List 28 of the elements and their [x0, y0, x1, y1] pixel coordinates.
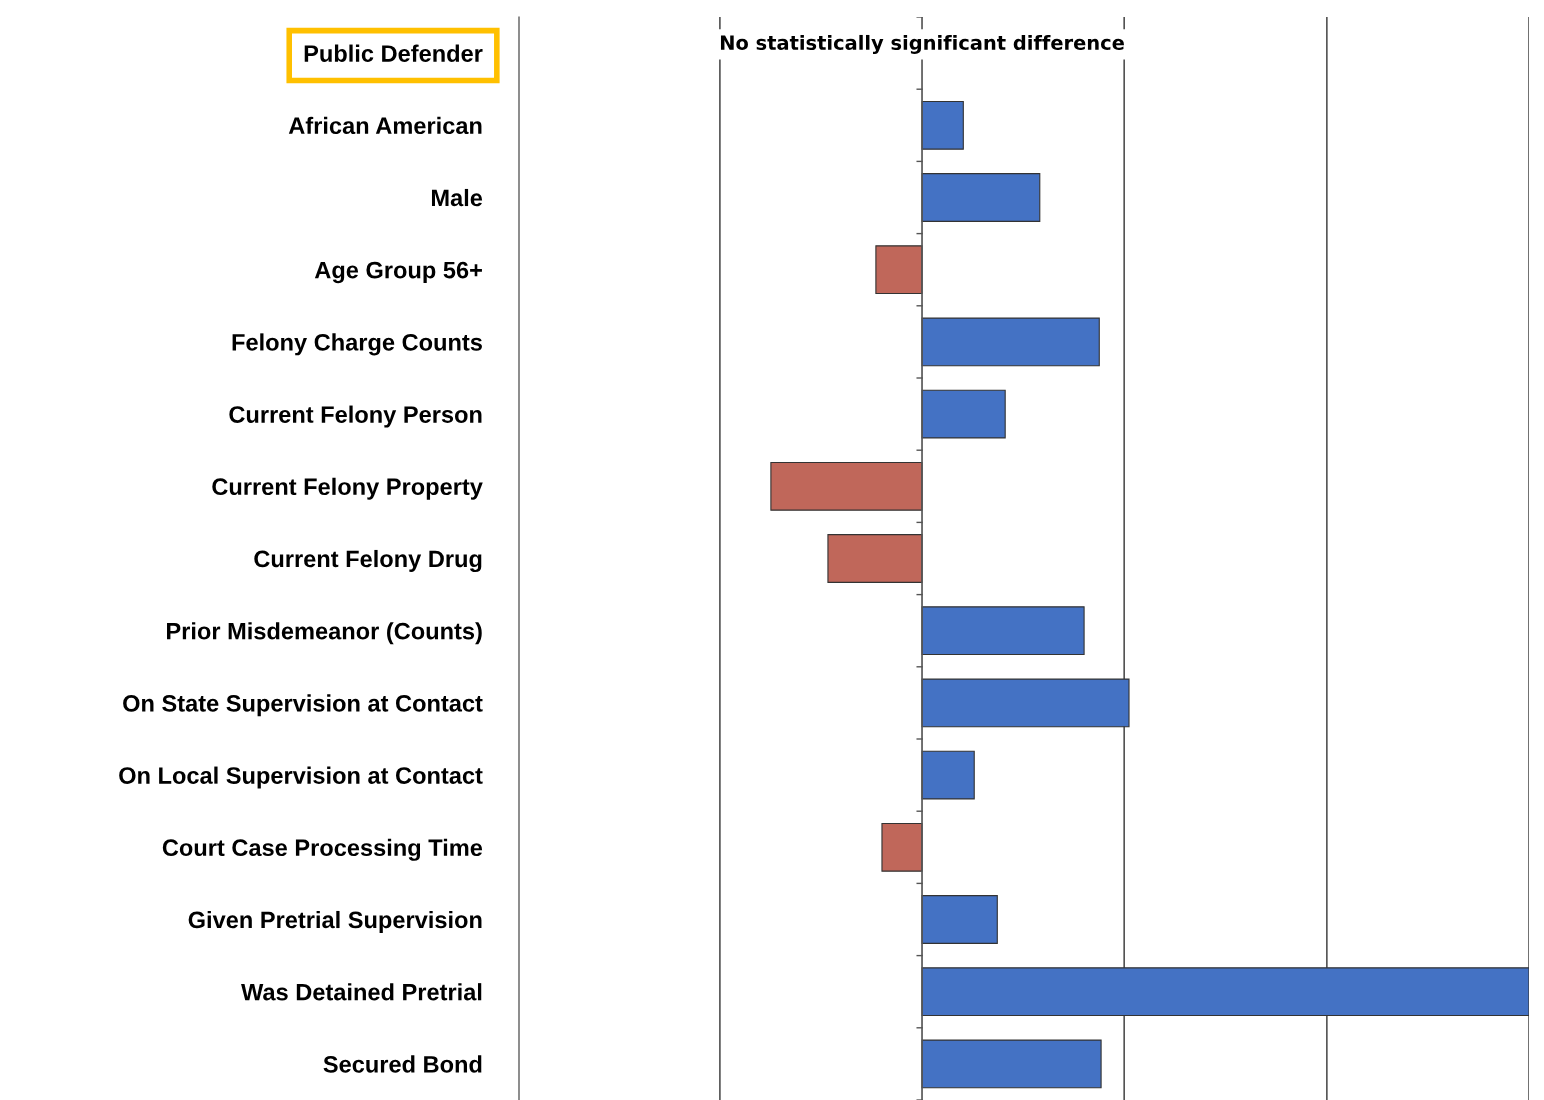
bar — [770, 461, 923, 511]
bar — [921, 389, 1006, 439]
bar — [921, 750, 975, 800]
bar — [921, 317, 1100, 367]
y-tick-label: African American — [288, 116, 482, 135]
bar — [921, 895, 998, 944]
y-tick-label: On Local Supervision at Contact — [119, 766, 483, 789]
y-tick-label: On State Supervision at Contact — [123, 694, 483, 717]
y-tick-label: Secured Bond — [323, 1055, 482, 1073]
annotation: No statistically significant difference — [720, 34, 1124, 54]
y-tick-label: Current Felony Drug — [254, 549, 482, 573]
y-tick-label: Given Pretrial Supervision — [188, 910, 482, 933]
bar — [921, 1039, 1102, 1089]
bar — [827, 534, 923, 583]
y-tick-label: Public Defender — [304, 44, 483, 62]
bar — [875, 245, 923, 295]
y-tick-label: Male — [431, 188, 483, 207]
y-tick-label: Felony Charge Counts — [232, 333, 482, 356]
bar — [921, 100, 964, 150]
y-tick-label: Age Group 56+ — [314, 261, 482, 284]
y-tick-label: Was Detained Pretrial — [241, 983, 482, 1001]
bar — [921, 606, 1085, 656]
y-tick-label: Current Felony Property — [212, 477, 483, 500]
y-tick-label: Prior Misdemeanor (Counts) — [167, 622, 482, 645]
y-tick-label: Current Felony Person — [229, 405, 482, 428]
y-tick-label: Court Case Processing Time — [162, 838, 483, 861]
bar — [881, 822, 923, 872]
bar — [921, 173, 1041, 222]
